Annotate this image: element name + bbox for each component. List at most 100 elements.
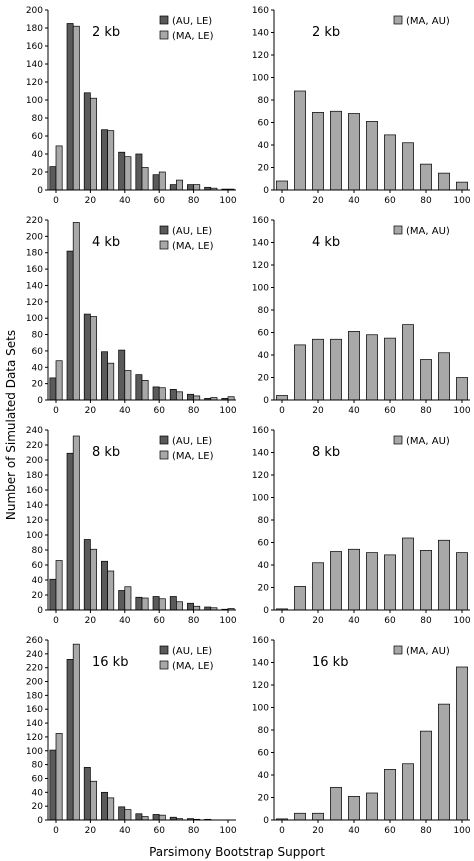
y-tick-label: 160 [252,426,269,436]
y-tick-label: 100 [252,74,269,84]
bar [420,359,432,401]
x-tick-label: 20 [312,196,324,206]
y-tick-label: 180 [26,471,43,481]
y-tick-label: 120 [26,516,43,526]
y-tick-label: 40 [258,351,270,361]
bar [118,349,126,401]
x-tick-label: 60 [384,196,396,206]
y-tick-label: 100 [252,704,269,714]
bar [152,174,160,191]
bar [90,548,97,611]
y-tick-label: 200 [26,456,43,466]
y-tick-label: 100 [26,531,43,541]
x-tick-label: 40 [348,196,360,206]
y-tick-label: 240 [26,650,43,660]
y-tick-label: 160 [26,42,43,52]
y-tick-label: 220 [26,664,43,674]
bar [66,250,74,401]
bar [456,377,468,401]
bar [330,110,342,191]
chart-panel: 0 20 40 60 80 100 120 140 160 180 200 220 240 260 0 20 4… [26,636,237,836]
x-tick-label: 100 [453,826,470,836]
legend-swatch [393,435,403,445]
y-tick-label: 80 [32,114,44,124]
chart-panel: 0 20 40 60 80 100 120 140 160 180 200 220 0 20 40 60 80 1… [26,216,237,416]
bar [312,562,324,611]
x-tick-label: 0 [279,406,285,416]
bar [124,370,132,401]
legend-label: (MA, LE) [172,451,214,462]
bar [90,97,97,191]
panel-title: 16 kb [312,655,348,670]
panel-title: 16 kb [92,655,128,670]
y-tick-label: 60 [258,539,270,549]
bar [72,643,80,821]
chart-panel: 0 20 40 60 80 100 120 140 160 180 200 0 20 40 60 80 100 2… [26,6,237,206]
x-tick-label: 0 [279,826,285,836]
panel-title: 4 kb [92,235,120,250]
y-tick-label: 80 [258,96,270,106]
bar [276,180,288,191]
x-tick-label: 0 [53,406,59,416]
bar [456,666,468,821]
y-tick-label: 40 [32,363,44,373]
bar [158,387,166,401]
bar [348,548,360,611]
panel-title: 2 kb [312,25,340,40]
y-tick-label: 160 [26,486,43,496]
x-tick-label: 80 [188,616,200,626]
x-tick-label: 0 [279,196,285,206]
y-tick-label: 180 [26,24,43,34]
x-tick-label: 20 [85,826,97,836]
bar [348,331,360,401]
x-tick-label: 20 [85,406,97,416]
bar [55,560,63,611]
x-tick-label: 60 [153,196,165,206]
x-tick-label: 80 [188,196,200,206]
bar [294,344,306,401]
x-tick-label: 0 [53,196,59,206]
bar [366,121,378,191]
y-tick-label: 140 [252,29,269,39]
bar [135,813,143,821]
y-tick-label: 60 [258,119,270,129]
bar [124,156,132,191]
y-tick-label: 20 [258,794,270,804]
bar [438,172,450,191]
legend-label: (MA, LE) [172,661,214,672]
y-tick-label: 80 [258,516,270,526]
x-tick-label: 60 [153,616,165,626]
bar [294,812,306,821]
bar [169,184,177,191]
bar [456,181,468,191]
y-tick-label: 120 [26,733,43,743]
legend-label: (AU, LE) [172,16,212,27]
bar [176,391,183,401]
y-axis-label: Number of Simulated Data Sets [4,330,18,520]
bar [107,797,115,821]
y-tick-label: 100 [252,284,269,294]
bar [384,337,396,401]
x-tick-label: 100 [219,196,236,206]
y-tick-label: 180 [26,249,43,259]
y-tick-label: 160 [252,636,269,646]
legend-swatch [393,15,403,25]
y-tick-label: 0 [263,816,269,826]
y-tick-label: 20 [32,168,44,178]
bar [176,179,183,191]
x-tick-label: 60 [153,406,165,416]
bar [124,586,132,611]
y-tick-label: 180 [26,691,43,701]
y-tick-label: 60 [258,329,270,339]
y-tick-label: 60 [258,749,270,759]
bar [141,597,149,611]
x-tick-label: 100 [219,406,236,416]
bar [158,171,166,191]
bar [158,814,166,821]
y-tick-label: 140 [26,501,43,511]
y-tick-label: 120 [252,681,269,691]
bar [101,351,108,401]
y-tick-label: 20 [258,164,270,174]
y-tick-label: 200 [26,232,43,242]
y-tick-label: 20 [32,591,44,601]
